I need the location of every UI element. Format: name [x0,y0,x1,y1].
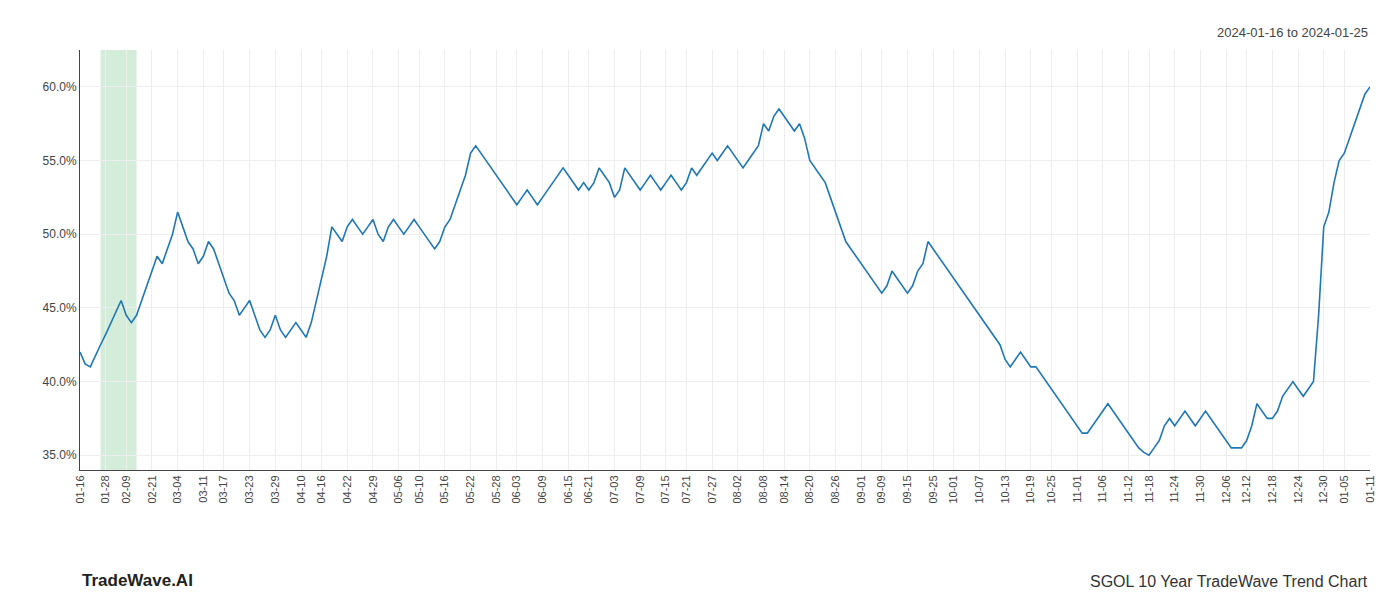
svg-text:11-06: 11-06 [1096,475,1108,502]
svg-text:08-02: 08-02 [731,475,743,503]
svg-text:01-05: 01-05 [1338,475,1350,503]
svg-text:03-11: 03-11 [197,475,209,502]
svg-text:05-22: 05-22 [464,475,476,503]
svg-text:10-07: 10-07 [973,475,985,503]
svg-text:06-21: 06-21 [582,475,594,503]
svg-text:08-14: 08-14 [778,475,790,503]
svg-text:05-10: 05-10 [413,475,425,503]
svg-text:01-16: 01-16 [74,475,86,503]
svg-text:05-28: 05-28 [490,475,502,503]
svg-text:03-29: 03-29 [269,475,281,503]
svg-text:2024-01-16 to 2024-01-25: 2024-01-16 to 2024-01-25 [1217,25,1368,40]
svg-text:07-15: 07-15 [659,475,671,503]
svg-text:11-01: 11-01 [1071,475,1083,502]
svg-text:03-04: 03-04 [171,475,183,503]
svg-text:60.0%: 60.0% [43,80,77,94]
svg-text:09-09: 09-09 [875,475,887,503]
svg-text:12-18: 12-18 [1266,475,1278,503]
svg-text:10-25: 10-25 [1045,475,1057,503]
svg-text:50.0%: 50.0% [43,227,77,241]
svg-text:06-09: 06-09 [536,475,548,503]
svg-text:10-01: 10-01 [947,475,959,503]
svg-text:02-21: 02-21 [146,475,158,503]
svg-text:12-24: 12-24 [1292,475,1304,503]
svg-text:04-22: 04-22 [341,475,353,503]
svg-text:SGOL 10 Year TradeWave Trend C: SGOL 10 Year TradeWave Trend Chart [1090,573,1368,590]
svg-text:09-15: 09-15 [901,475,913,503]
svg-text:11-18: 11-18 [1143,475,1155,502]
svg-text:10-19: 10-19 [1024,475,1036,503]
svg-text:04-16: 04-16 [315,475,327,503]
svg-text:08-08: 08-08 [757,475,769,503]
svg-text:40.0%: 40.0% [43,375,77,389]
svg-text:45.0%: 45.0% [43,301,77,315]
svg-text:02-09: 02-09 [120,475,132,503]
svg-text:12-30: 12-30 [1317,475,1329,503]
svg-text:11-12: 11-12 [1122,475,1134,502]
svg-text:07-21: 07-21 [680,475,692,503]
svg-text:08-26: 08-26 [829,475,841,503]
svg-text:12-12: 12-12 [1240,475,1252,503]
svg-text:12-06: 12-06 [1220,475,1232,503]
svg-text:05-16: 05-16 [438,475,450,503]
svg-text:04-29: 04-29 [367,475,379,503]
svg-text:55.0%: 55.0% [43,154,77,168]
svg-text:09-01: 09-01 [855,475,867,503]
svg-text:03-23: 03-23 [243,475,255,503]
svg-text:09-25: 09-25 [927,475,939,503]
svg-text:07-09: 07-09 [634,475,646,503]
svg-text:06-15: 06-15 [562,475,574,503]
svg-text:11-30: 11-30 [1194,475,1206,502]
svg-text:10-13: 10-13 [999,475,1011,503]
svg-text:01-28: 01-28 [99,475,111,503]
svg-text:07-03: 07-03 [608,475,620,503]
svg-text:07-27: 07-27 [706,475,718,503]
svg-text:04-10: 04-10 [295,475,307,503]
svg-text:05-06: 05-06 [392,475,404,503]
svg-text:08-20: 08-20 [803,475,815,503]
svg-text:TradeWave.AI: TradeWave.AI [82,571,193,590]
svg-text:11-24: 11-24 [1168,475,1180,502]
svg-text:03-17: 03-17 [217,475,229,503]
svg-text:06-03: 06-03 [510,475,522,503]
svg-text:35.0%: 35.0% [43,448,77,462]
svg-text:01-11: 01-11 [1364,475,1376,502]
